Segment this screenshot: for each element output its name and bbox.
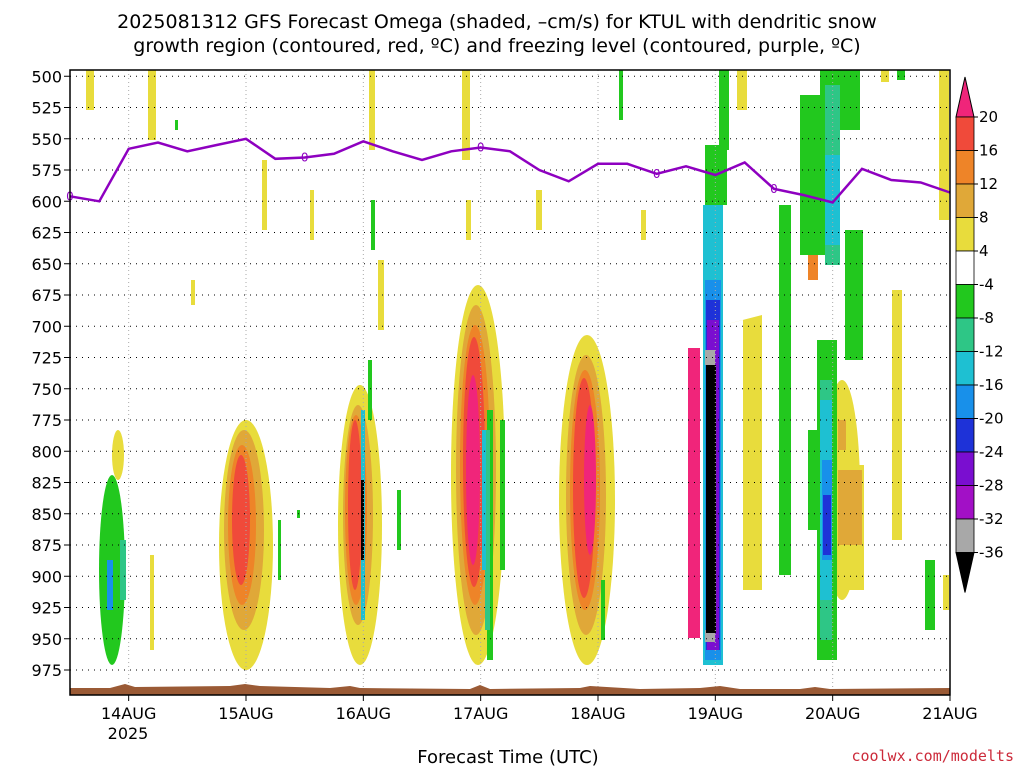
colorbar-swatch: [955, 384, 975, 419]
colorbar-label: -8: [979, 309, 994, 327]
colorbar-label: 16: [979, 142, 998, 160]
y-tick-label: 775: [31, 411, 62, 430]
x-tick-label: 20AUG: [805, 704, 860, 723]
colorbar: 20 16 12 8 4 -4 -8 -12 -16 -20 -24 -28 -32 -36: [955, 76, 1004, 593]
x-tick-label: 17AUG: [453, 704, 508, 723]
freezing-level-label: 0: [653, 167, 661, 181]
y-tick-label: 500: [31, 67, 62, 86]
colorbar-swatch: [955, 418, 975, 453]
colorbar-swatch: [955, 250, 975, 285]
colorbar-swatch: [955, 116, 975, 151]
y-tick-label: 850: [31, 505, 62, 524]
colorbar-label: -12: [979, 343, 1004, 361]
y-tick-label: 975: [31, 661, 62, 680]
x-tick-label: 18AUG: [570, 704, 625, 723]
colorbar-swatch: [955, 217, 975, 252]
freezing-level-label: 0: [770, 182, 778, 196]
colorbar-label: -20: [979, 410, 1004, 428]
colorbar-swatch: [955, 451, 975, 486]
x-axis-title: Forecast Time (UTC): [417, 747, 598, 768]
y-tick-label: 875: [31, 536, 62, 555]
colorbar-swatch: [955, 518, 975, 553]
colorbar-label: 4: [979, 242, 989, 260]
x-grid-lines: [128, 70, 834, 695]
y-tick-label: 600: [31, 192, 62, 211]
colorbar-label: -28: [979, 477, 1004, 495]
colorbar-swatch: [955, 150, 975, 185]
y-tick-label: 550: [31, 130, 62, 149]
colorbar-label: 12: [979, 175, 998, 193]
colorbar-top-arrow: [955, 76, 975, 118]
colorbar-swatch: [955, 284, 975, 319]
y-tick-label: 900: [31, 567, 62, 586]
chart-title-line-2: growth region (contoured, red, ºC) and f…: [133, 35, 860, 57]
y-tick-label: 700: [31, 317, 62, 336]
y-tick-label: 750: [31, 380, 62, 399]
omega-shading: [86, 70, 949, 670]
y-tick-label: 650: [31, 255, 62, 274]
credit-text: coolwx.com/modelts: [851, 747, 1014, 765]
colorbar-swatch: [955, 183, 975, 218]
x-tick-label: 19AUG: [688, 704, 743, 723]
colorbar-label: -32: [979, 510, 1004, 528]
x-tick-label: 16AUG: [336, 704, 391, 723]
colorbar-label: -16: [979, 376, 1004, 394]
y-tick-label: 950: [31, 630, 62, 649]
y-tick-label: 525: [31, 99, 62, 118]
y-tick-label: 725: [31, 349, 62, 368]
colorbar-swatch: [955, 485, 975, 520]
colorbar-label: 20: [979, 108, 998, 126]
colorbar-label: -36: [979, 544, 1004, 562]
freezing-level-line: [69, 137, 951, 204]
colorbar-bottom-arrow: [955, 552, 975, 593]
x-tick-label: 15AUG: [218, 704, 273, 723]
colorbar-swatch: [955, 317, 975, 352]
y-tick-label: 675: [31, 286, 62, 305]
colorbar-label: -24: [979, 443, 1004, 461]
plot-frame: [69, 69, 951, 696]
y-tick-label: 575: [31, 161, 62, 180]
y-tick-label: 625: [31, 224, 62, 243]
y-tick-label: 925: [31, 599, 62, 618]
x-tick-label: 14AUG: [101, 704, 156, 723]
ground-surface: [70, 684, 950, 695]
y-tick-label: 825: [31, 474, 62, 493]
colorbar-label: -4: [979, 276, 994, 294]
freezing-level-label: 0: [301, 151, 309, 165]
chart-title-line-1: 2025081312 GFS Forecast Omega (shaded, –…: [117, 11, 877, 33]
y-tick-label: 800: [31, 442, 62, 461]
x-axis-year-label: 2025: [108, 724, 149, 743]
colorbar-swatch: [955, 351, 975, 386]
freezing-level-label: 0: [477, 141, 485, 155]
colorbar-label: 8: [979, 209, 989, 227]
x-axis: 14AUG 15AUG 16AUG 17AUG 18AUG 19AUG 20AUG 21AUG: [101, 695, 978, 723]
x-tick-label: 21AUG: [922, 704, 977, 723]
y-axis: 500 525 550 575 600 625 650 675 700 725 750 775 800 8…: [31, 67, 70, 680]
